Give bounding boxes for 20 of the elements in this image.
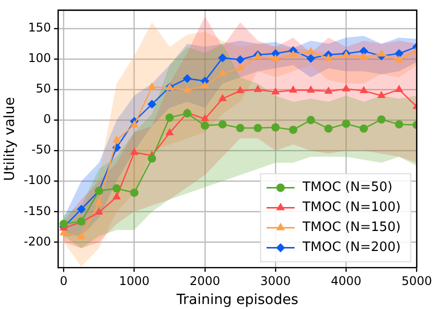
y-tick-label: 0 xyxy=(43,112,52,126)
y-tick-label: -150 xyxy=(24,204,52,218)
x-tick-label: 4000 xyxy=(330,274,362,288)
legend-label: TMOC (N=150) xyxy=(302,220,401,236)
x-tick-label: 3000 xyxy=(260,274,291,288)
x-tick-label: 0 xyxy=(60,274,68,288)
y-tick-label: -50 xyxy=(31,142,52,157)
legend-label: TMOC (N=50) xyxy=(302,180,392,196)
y-tick-label: 50 xyxy=(36,82,52,96)
y-axis-title: Utility value xyxy=(2,97,18,181)
y-tick-label: -200 xyxy=(24,234,52,248)
y-tick-label: 150 xyxy=(28,20,52,35)
legend-label: TMOC (N=200) xyxy=(302,240,401,256)
x-axis-title: Training episodes xyxy=(176,292,298,308)
y-tick-label: -100 xyxy=(24,173,52,188)
y-tick-label: 100 xyxy=(28,51,52,66)
x-tick-label: 2000 xyxy=(190,274,220,288)
x-tick-label: 5000 xyxy=(401,274,432,288)
x-tick-label: 1000 xyxy=(119,274,150,288)
legend-label: TMOC (N=100) xyxy=(302,200,401,216)
